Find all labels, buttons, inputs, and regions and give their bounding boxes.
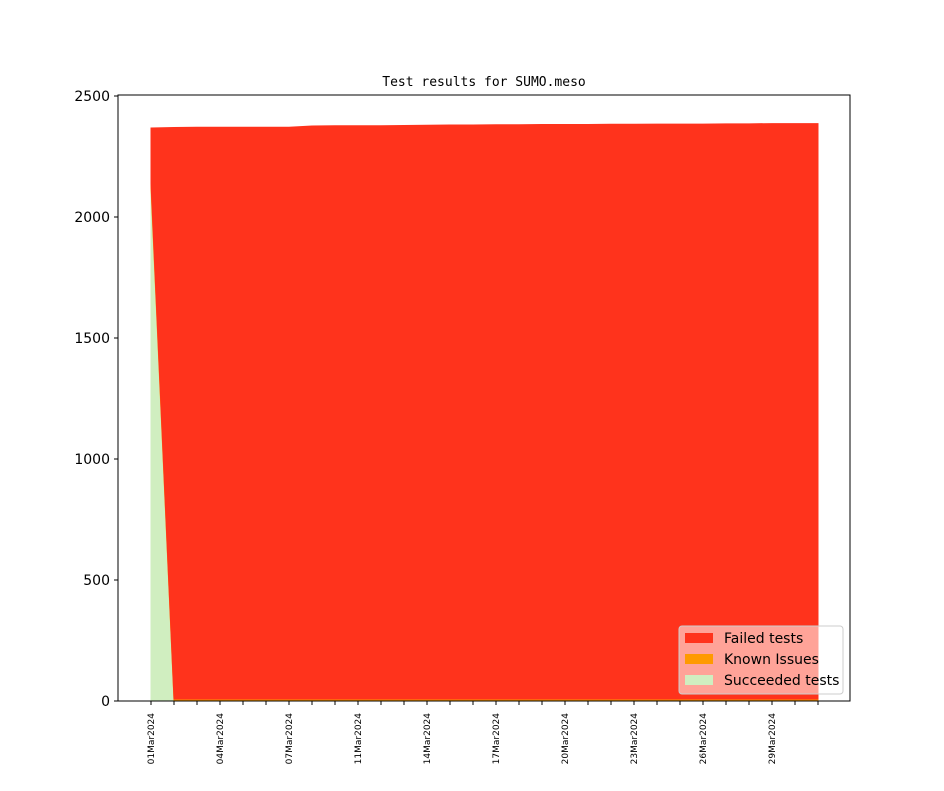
x-axis: 01Mar2024 04Mar2024 07Mar2024 11Mar2024 14Ma… xyxy=(147,701,819,765)
legend: Failed tests Known Issues Succeeded tests xyxy=(678,625,844,695)
x-tick-label: 14Mar2024 xyxy=(423,713,433,765)
x-tick-label: 11Mar2024 xyxy=(354,713,364,765)
y-tick-label: 500 xyxy=(83,573,110,589)
y-axis: 0 500 1000 1500 2000 2500 xyxy=(74,89,118,710)
legend-box xyxy=(678,625,844,695)
x-tick-label: 23Mar2024 xyxy=(630,713,640,765)
x-tick-label: 26Mar2024 xyxy=(699,713,709,765)
x-tick-label: 04Mar2024 xyxy=(216,713,226,765)
area-failed-tests xyxy=(150,123,819,700)
legend-swatch xyxy=(685,675,713,685)
legend-label: Failed tests xyxy=(724,631,803,647)
x-tick-label: 07Mar2024 xyxy=(285,713,295,765)
y-tick-label: 2500 xyxy=(74,89,110,105)
legend-label: Known Issues xyxy=(724,652,819,668)
y-tick-label: 2000 xyxy=(74,210,110,226)
y-tick-label: 1000 xyxy=(74,452,110,468)
legend-swatch xyxy=(685,633,713,643)
x-tick-label: 01Mar2024 xyxy=(147,713,157,765)
x-tick-label: 17Mar2024 xyxy=(492,713,502,765)
x-tick-label: 20Mar2024 xyxy=(561,713,571,765)
y-tick-label: 1500 xyxy=(74,331,110,347)
legend-label: Succeeded tests xyxy=(724,673,839,689)
legend-swatch xyxy=(685,654,713,664)
chart-title: Test results for SUMO.meso xyxy=(382,75,586,90)
x-tick-label: 29Mar2024 xyxy=(768,713,778,765)
plot-frame xyxy=(117,94,851,702)
area-series-group xyxy=(150,123,819,702)
y-tick-label: 0 xyxy=(101,694,110,710)
